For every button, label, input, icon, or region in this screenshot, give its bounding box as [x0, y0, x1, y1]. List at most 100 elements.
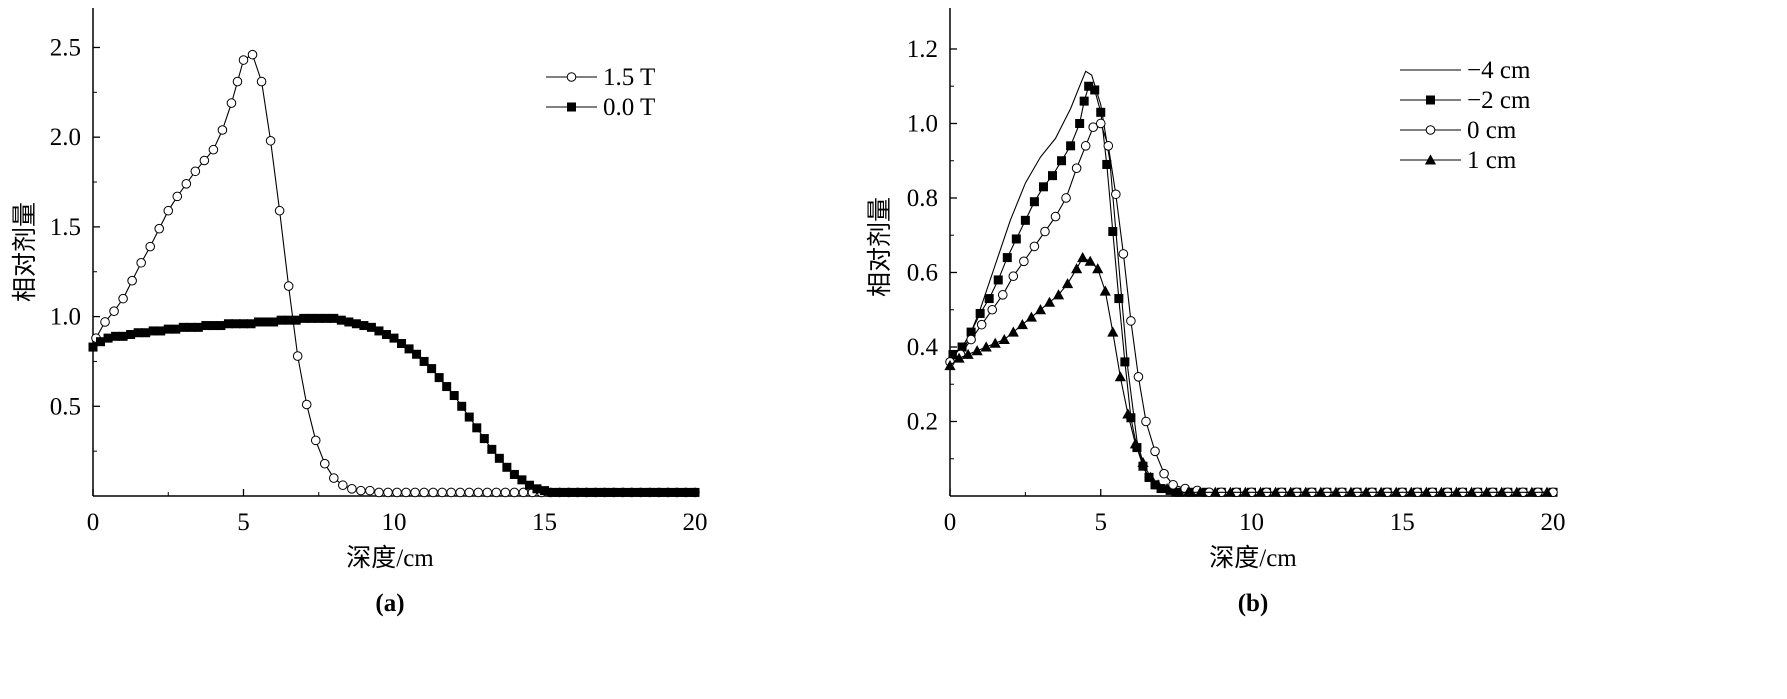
- series-b-4: [944, 251, 1553, 497]
- data-point: [944, 360, 956, 371]
- data-point: [171, 324, 181, 334]
- data-point: [428, 487, 438, 498]
- data-point: [962, 348, 974, 359]
- data-point: [1038, 182, 1048, 192]
- data-point: [1075, 118, 1085, 128]
- data-point: [966, 334, 976, 345]
- data-point: [208, 144, 219, 155]
- data-point: [667, 487, 677, 497]
- data-point: [96, 337, 106, 347]
- x-tick-label: 15: [532, 509, 557, 536]
- data-point: [226, 98, 237, 108]
- data-point: [1114, 371, 1126, 382]
- legend-label: 0.0 T: [603, 94, 655, 121]
- data-point: [1137, 456, 1149, 467]
- data-point: [274, 205, 285, 216]
- data-point: [989, 337, 1001, 348]
- legend-item: 1 cm: [1400, 147, 1517, 174]
- x-tick-label: 5: [1095, 509, 1108, 536]
- data-point: [660, 487, 670, 497]
- data-point: [987, 304, 998, 315]
- data-point: [1133, 371, 1144, 382]
- data-point: [953, 352, 965, 363]
- data-point: [502, 462, 512, 472]
- series-a-2: [88, 313, 700, 497]
- series-line: [952, 85, 1553, 493]
- data-point: [682, 487, 692, 497]
- data-point: [479, 434, 489, 444]
- data-point: [1048, 171, 1058, 181]
- legend-marker: [1425, 125, 1436, 135]
- legend-a: 1.5 T 0.0 T: [546, 64, 655, 121]
- y-ticks-b: 0.2 0.4 0.6 0.8 1.0 1.2: [907, 36, 957, 460]
- data-point: [181, 179, 192, 189]
- y-axis-label-a: 相对剂量: [11, 202, 39, 302]
- data-point: [1088, 122, 1099, 133]
- data-point: [966, 327, 976, 337]
- data-point: [231, 319, 241, 329]
- data-point: [366, 322, 376, 332]
- data-point: [338, 480, 348, 491]
- legend-label: 1 cm: [1467, 147, 1517, 174]
- data-point: [301, 399, 312, 410]
- data-point: [1061, 278, 1074, 289]
- data-point: [1019, 256, 1029, 267]
- data-point: [1345, 486, 1357, 497]
- data-point: [314, 313, 324, 323]
- legend-label: 1.5 T: [603, 64, 655, 91]
- data-point: [457, 401, 467, 411]
- series-b-3: [945, 118, 1558, 498]
- data-point: [238, 55, 249, 65]
- data-point: [1090, 85, 1100, 95]
- data-point: [321, 313, 331, 323]
- data-point: [256, 76, 267, 87]
- data-point: [1375, 486, 1387, 497]
- data-point: [359, 321, 369, 331]
- data-point: [1002, 253, 1012, 263]
- data-point: [292, 351, 303, 361]
- data-point: [547, 487, 557, 497]
- data-point: [1170, 486, 1182, 497]
- data-point: [993, 275, 1003, 285]
- data-point: [1096, 107, 1106, 117]
- data-point: [1029, 197, 1039, 207]
- chart-panel-b: 相对剂量 深度/cm (b) 0 5 10 15 20 0.2 0.4 0.6 0.8 1.0 1.…: [866, 8, 1566, 617]
- data-point: [1084, 255, 1096, 266]
- data-point: [570, 487, 580, 497]
- data-point: [1390, 486, 1402, 497]
- data-point: [500, 487, 511, 498]
- data-point: [1330, 486, 1342, 497]
- legend-marker: [566, 72, 577, 82]
- data-point: [980, 341, 992, 352]
- x-tick-label: 0: [944, 509, 957, 536]
- data-point: [577, 487, 587, 497]
- data-point: [232, 76, 243, 87]
- data-point: [509, 487, 520, 498]
- data-point: [410, 487, 420, 498]
- data-point: [1541, 486, 1553, 497]
- data-point: [1103, 141, 1114, 151]
- data-point: [1270, 486, 1282, 497]
- data-point: [1102, 159, 1112, 169]
- data-point: [592, 487, 602, 497]
- data-point: [1052, 289, 1065, 300]
- data-point: [163, 324, 173, 334]
- data-point: [401, 487, 411, 498]
- y-tick-label: 1.0: [907, 110, 938, 137]
- data-point: [223, 319, 233, 329]
- data-point: [1080, 141, 1091, 151]
- data-point: [1020, 215, 1030, 225]
- data-point: [1016, 319, 1028, 330]
- data-point: [291, 315, 301, 325]
- data-point: [389, 333, 399, 343]
- data-point: [482, 487, 493, 498]
- data-point: [329, 473, 339, 483]
- data-point: [645, 487, 655, 497]
- data-point: [509, 469, 519, 479]
- data-point: [690, 487, 700, 497]
- x-tick-label: 10: [1239, 509, 1264, 536]
- data-point: [1526, 486, 1538, 497]
- data-point: [1120, 357, 1130, 367]
- data-point: [455, 487, 466, 498]
- data-point: [239, 319, 248, 329]
